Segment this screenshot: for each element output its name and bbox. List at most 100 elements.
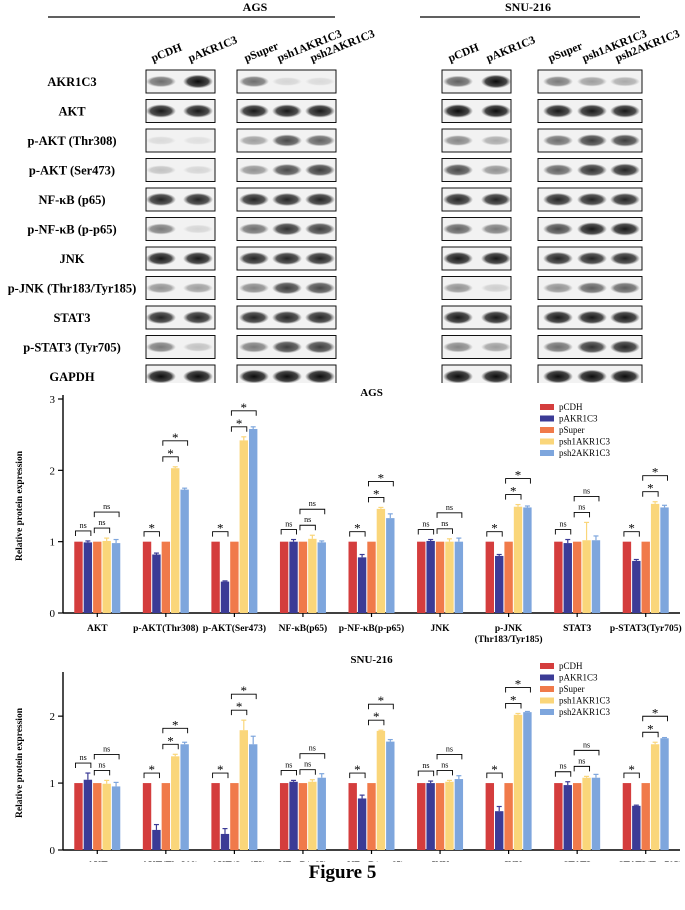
bar-psh1AKR1C3-6	[514, 715, 522, 850]
blot-band	[183, 311, 213, 324]
blot-band	[239, 193, 269, 206]
bar-pAKR1C3-6	[495, 556, 503, 613]
bar-pCDH-0	[74, 542, 82, 613]
blot-band	[443, 370, 473, 383]
significance-bracket	[574, 766, 589, 771]
blot-band	[577, 104, 607, 117]
bar-pCDH-4	[349, 542, 357, 613]
blot-band	[610, 222, 640, 235]
blot-band	[543, 223, 573, 235]
significance-label: *	[628, 762, 635, 777]
bar-pCDH-6	[486, 783, 494, 850]
blot-band	[610, 193, 640, 206]
blot-band	[305, 135, 335, 147]
blot-band	[239, 283, 269, 294]
blot-band	[239, 104, 269, 117]
significance-bracket	[75, 763, 90, 768]
blot-band	[305, 370, 335, 383]
blot-band	[543, 135, 573, 146]
blot-band	[481, 252, 511, 265]
blot-band	[183, 225, 213, 234]
bar-psh2AKR1C3-6	[523, 712, 531, 850]
y-tick-label-1: 1	[50, 537, 56, 549]
blot-band	[443, 135, 473, 146]
bar-psh1AKR1C3-5	[445, 542, 453, 613]
blot-band	[305, 341, 335, 354]
bar-pAKR1C3-0	[84, 780, 92, 850]
protein-label-2: p-AKT (Thr308)	[27, 134, 116, 148]
legend-swatch-pAKR1C3	[540, 416, 554, 422]
y-axis-label: Relative protein expression	[15, 707, 25, 818]
legend-swatch-psh1AKR1C3	[540, 439, 554, 445]
x-tick-label-3: NF-κB(p65)	[279, 623, 328, 634]
lane-label-1-2: pSuper	[547, 40, 585, 65]
significance-label: ns	[304, 760, 311, 769]
blot-band	[146, 224, 176, 235]
blot-band	[443, 193, 473, 206]
significance-bracket	[437, 770, 452, 775]
bar-pAKR1C3-0	[84, 542, 92, 613]
significance-label: ns	[103, 744, 110, 753]
blot-band	[183, 166, 213, 175]
bar-pCDH-2	[211, 783, 219, 850]
significance-label: *	[510, 692, 517, 707]
y-tick-label-0: 0	[50, 845, 56, 857]
bar-pSuper-2	[230, 783, 238, 850]
bar-pAKR1C3-1	[152, 555, 160, 613]
blot-band	[239, 370, 269, 383]
bar-psh2AKR1C3-1	[180, 490, 188, 613]
y-axis-label: Relative protein expression	[15, 450, 25, 561]
protein-label-8: STAT3	[53, 311, 90, 325]
significance-label: *	[378, 693, 385, 708]
blot-band	[481, 165, 511, 175]
significance-bracket	[437, 529, 452, 534]
blot-band	[481, 75, 511, 89]
blot-band	[543, 370, 573, 383]
blot-band	[146, 193, 176, 206]
significance-label: ns	[285, 520, 292, 529]
x-tick-label-6-0: p-JNK	[495, 624, 523, 634]
bar-psh2AKR1C3-7	[592, 540, 600, 613]
significance-bracket	[94, 528, 109, 533]
blot-band	[146, 311, 176, 324]
significance-label: *	[172, 717, 179, 732]
bar-pAKR1C3-8	[632, 806, 640, 850]
significance-label: *	[515, 676, 522, 691]
significance-label: ns	[98, 760, 105, 769]
blot-band	[272, 134, 302, 146]
x-tick-label-5: JNK	[431, 624, 451, 634]
bar-psh1AKR1C3-3	[308, 539, 316, 613]
blot-band	[610, 134, 640, 147]
blot-band	[577, 252, 607, 265]
protein-label-3: p-AKT (Ser473)	[29, 164, 115, 178]
significance-label: ns	[80, 753, 87, 762]
blot-band	[610, 104, 640, 117]
significance-bracket	[94, 512, 119, 517]
blot-band	[577, 370, 607, 383]
blot-band	[610, 340, 640, 353]
x-tick-label-6-1: (Thr183/Tyr185)	[475, 634, 543, 645]
blot-band	[577, 282, 607, 294]
significance-label: *	[241, 400, 248, 415]
blot-band	[543, 76, 573, 87]
x-tick-label-1: p-AKT(Thr308)	[133, 623, 198, 634]
bar-pCDH-7	[554, 542, 562, 613]
protein-label-6: JNK	[60, 252, 85, 266]
blot-band	[543, 193, 573, 206]
lane-label-0-1: pAKR1C3	[187, 34, 240, 65]
blot-band	[305, 77, 335, 86]
bar-pAKR1C3-4	[358, 798, 366, 850]
x-tick-label-7: STAT3	[563, 624, 591, 634]
significance-label: *	[167, 733, 174, 748]
significance-label: *	[378, 470, 385, 485]
legend-label-pAKR1C3: pAKR1C3	[559, 673, 598, 683]
bar-psh1AKR1C3-3	[308, 782, 316, 850]
legend-swatch-pCDH	[540, 404, 554, 410]
bar-pSuper-3	[299, 783, 307, 850]
blot-band	[443, 311, 473, 324]
bar-pCDH-2	[211, 542, 219, 613]
bar-psh1AKR1C3-4	[377, 731, 385, 850]
bar-psh2AKR1C3-1	[180, 744, 188, 850]
protein-label-9: p-STAT3 (Tyr705)	[23, 341, 121, 355]
blot-band	[146, 283, 176, 293]
